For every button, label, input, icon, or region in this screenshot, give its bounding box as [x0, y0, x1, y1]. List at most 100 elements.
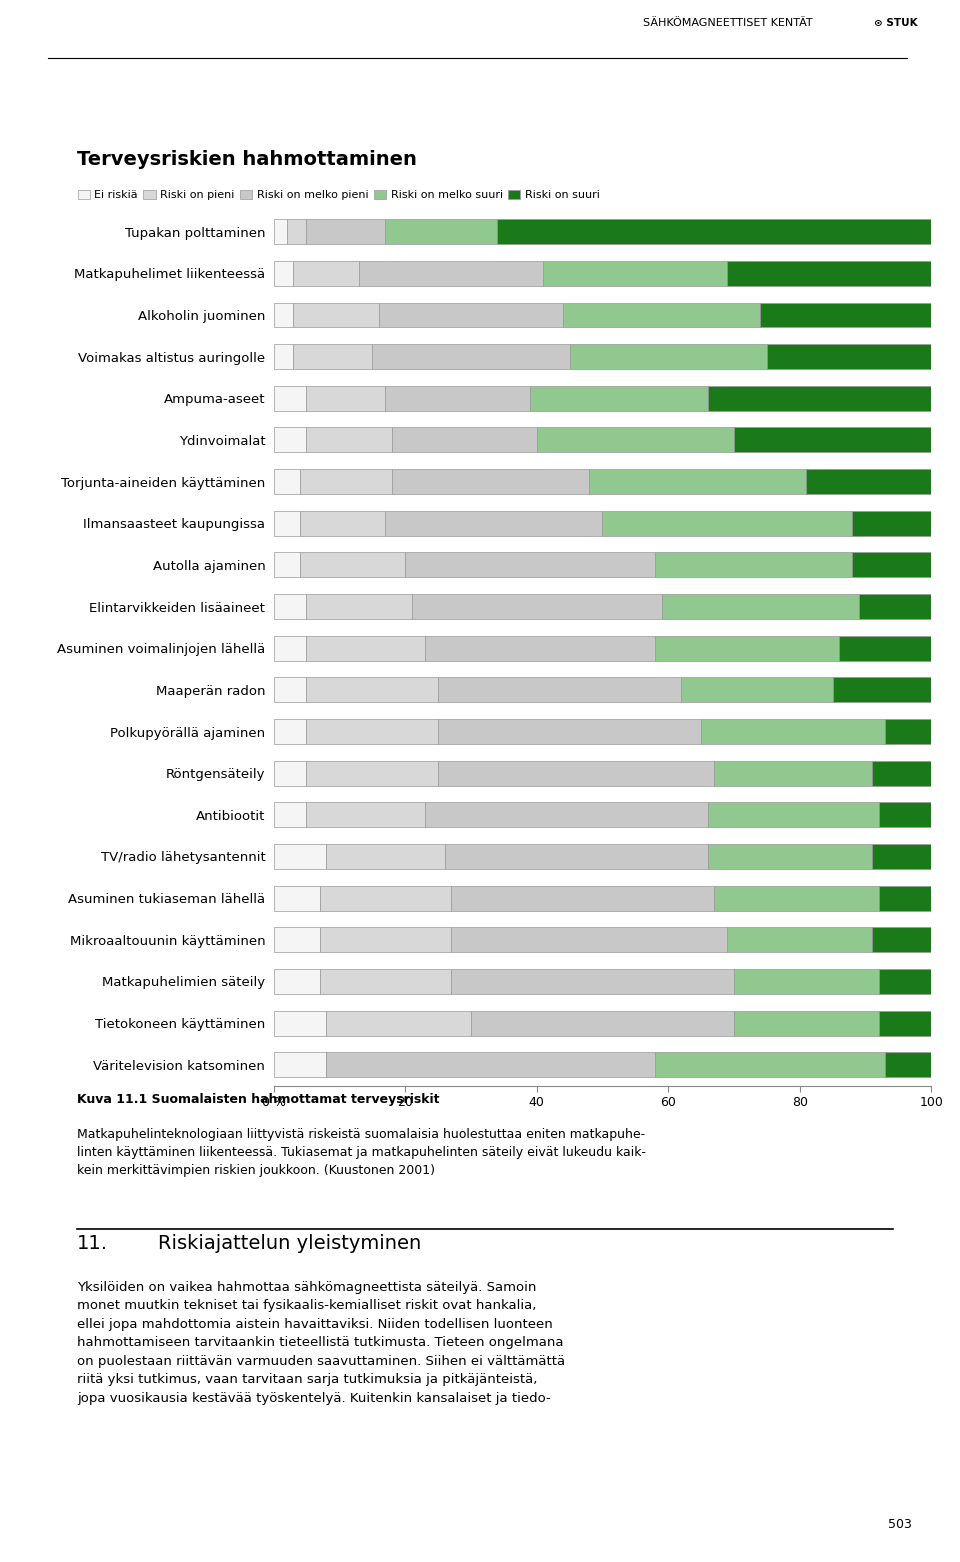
Bar [497, 219, 931, 244]
Bar [655, 636, 839, 661]
Bar [852, 511, 931, 536]
Bar [326, 1011, 470, 1036]
Text: Matkapuhelinteknologiaan liittyvistä riskeistä suomalaisia huolestuttaa eniten m: Matkapuhelinteknologiaan liittyvistä ris… [77, 1128, 646, 1176]
Bar [438, 761, 714, 786]
Bar [274, 886, 320, 911]
Bar [287, 219, 306, 244]
Bar [733, 428, 931, 453]
Bar [451, 886, 714, 911]
Bar [451, 968, 733, 993]
Bar [306, 719, 438, 744]
Text: Yksilöiden on vaikea hahmottaa sähkömagneettista säteilyä. Samoin
monet muutkin : Yksilöiden on vaikea hahmottaa sähkömagn… [77, 1281, 564, 1404]
Bar [274, 553, 300, 578]
Bar [859, 594, 931, 619]
Bar [274, 968, 320, 993]
Text: SÄHKÖMAGNEETTISET KENTÄT: SÄHKÖMAGNEETTISET KENTÄT [643, 17, 813, 28]
Text: ⊙ STUK: ⊙ STUK [874, 17, 917, 28]
Bar [701, 719, 885, 744]
Text: Kuva 11.1 Suomalaisten hahmottamat terveysriskit: Kuva 11.1 Suomalaisten hahmottamat terve… [77, 1093, 440, 1106]
Bar [885, 1053, 931, 1078]
Bar [306, 761, 438, 786]
Bar [872, 928, 931, 953]
Bar [274, 1011, 326, 1036]
Bar [306, 428, 392, 453]
Bar [306, 594, 412, 619]
Bar [392, 469, 589, 494]
Bar [412, 594, 661, 619]
Bar [543, 261, 728, 286]
Bar [425, 803, 708, 828]
Bar [878, 968, 931, 993]
Bar [438, 719, 701, 744]
Bar [872, 761, 931, 786]
Bar [602, 511, 852, 536]
Bar [274, 928, 320, 953]
Text: 503: 503 [888, 1518, 912, 1531]
Bar [661, 594, 859, 619]
Text: 11.: 11. [77, 1234, 108, 1253]
Bar [537, 428, 733, 453]
Bar [563, 303, 760, 328]
Bar [714, 886, 878, 911]
Bar [438, 678, 682, 703]
Text: 2: 2 [131, 1236, 143, 1254]
Bar [760, 303, 931, 328]
Bar [708, 843, 872, 868]
Bar [708, 803, 878, 828]
Bar [274, 803, 306, 828]
Bar [379, 303, 563, 328]
Bar [306, 803, 425, 828]
Bar [320, 928, 451, 953]
Bar [359, 261, 543, 286]
Bar [682, 678, 832, 703]
Bar [300, 469, 392, 494]
Bar [385, 511, 602, 536]
Bar [451, 928, 728, 953]
Bar [885, 719, 931, 744]
Bar [852, 553, 931, 578]
Bar [708, 386, 931, 411]
Bar [274, 594, 306, 619]
Bar [274, 219, 287, 244]
Bar [655, 1053, 885, 1078]
Bar [372, 344, 569, 369]
Bar [274, 428, 306, 453]
Bar [728, 928, 872, 953]
Bar [326, 843, 444, 868]
Bar [878, 886, 931, 911]
Bar [714, 761, 872, 786]
Bar [294, 344, 372, 369]
Bar [306, 386, 385, 411]
Bar [569, 344, 767, 369]
Bar [274, 469, 300, 494]
Bar [300, 511, 385, 536]
Bar [294, 261, 359, 286]
Bar [405, 553, 655, 578]
Text: Riskiajattelun yleistyminen: Riskiajattelun yleistyminen [158, 1234, 421, 1253]
Bar [655, 553, 852, 578]
Bar [878, 803, 931, 828]
Bar [470, 1011, 733, 1036]
Text: Terveysriskien hahmottaminen: Terveysriskien hahmottaminen [77, 150, 417, 169]
Bar [425, 636, 655, 661]
Bar [385, 386, 530, 411]
Bar [274, 636, 306, 661]
Bar [728, 261, 931, 286]
Bar [274, 843, 326, 868]
Bar [530, 386, 708, 411]
Bar [839, 636, 931, 661]
Bar [274, 511, 300, 536]
Bar [274, 303, 294, 328]
Bar [274, 678, 306, 703]
Bar [767, 344, 931, 369]
Bar [832, 678, 931, 703]
Bar [320, 886, 451, 911]
Bar [326, 1053, 655, 1078]
Bar [274, 1053, 326, 1078]
Bar [274, 386, 306, 411]
Bar [444, 843, 708, 868]
Bar [385, 219, 497, 244]
Bar [320, 968, 451, 993]
Legend: Ei riskiä, Riski on pieni, Riski on melko pieni, Riski on melko suuri, Riski on : Ei riskiä, Riski on pieni, Riski on melk… [78, 191, 600, 200]
Bar [806, 469, 931, 494]
